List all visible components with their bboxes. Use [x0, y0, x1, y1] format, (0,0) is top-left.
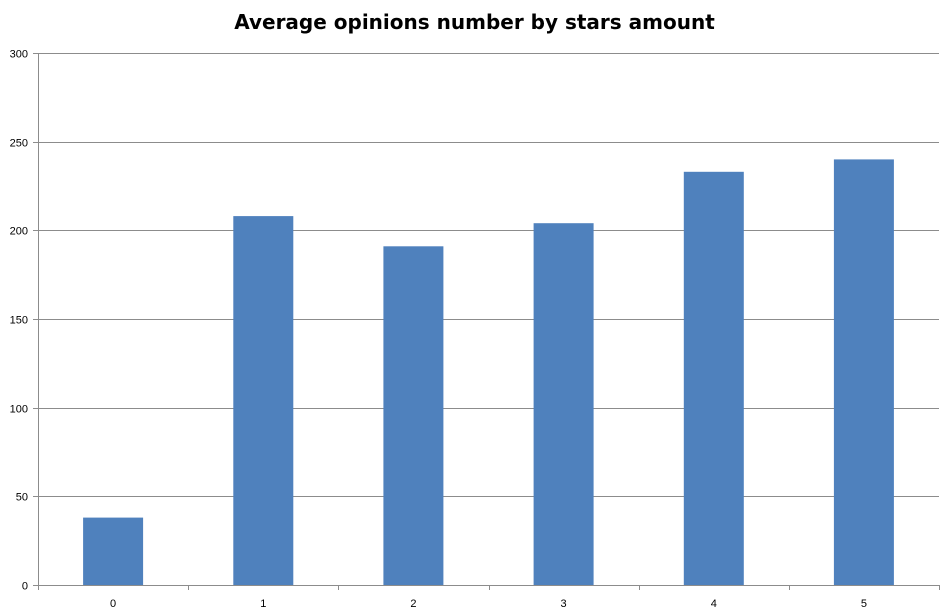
bar-5: [833, 159, 894, 585]
x-tick-label: 2: [410, 598, 416, 610]
y-tick-label: 200: [10, 226, 28, 238]
gridlines: [38, 53, 939, 497]
y-tick-label: 50: [16, 492, 28, 504]
x-tick-labels: 0 1 2 3 4 5: [110, 598, 867, 610]
x-tick-label: 3: [561, 598, 567, 610]
y-tick-label: 0: [22, 581, 28, 593]
y-tick-label: 300: [10, 49, 28, 61]
y-tick-label: 250: [10, 138, 28, 150]
x-tick-label: 1: [260, 598, 266, 610]
x-tick-label: 0: [110, 598, 116, 610]
x-tick-label: 4: [711, 598, 717, 610]
bar-1: [233, 216, 294, 585]
bar-2: [383, 246, 444, 586]
axes: [33, 53, 940, 590]
y-tick-label: 100: [10, 404, 28, 416]
chart-title: Average opinions number by stars amount: [234, 10, 715, 34]
x-tick-label: 5: [861, 598, 867, 610]
bar-3: [533, 223, 594, 585]
y-tick-label: 150: [10, 315, 28, 327]
y-tick-labels: 0 50 100 150 200 250 300: [10, 49, 28, 593]
bar-4: [683, 171, 744, 586]
bar-0: [83, 517, 144, 585]
bars: [83, 159, 894, 586]
